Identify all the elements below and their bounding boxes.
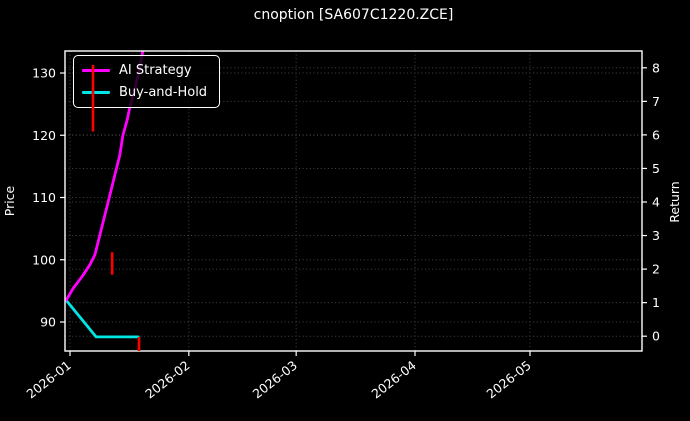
price-tick-label: 90 [40,315,56,330]
price-tick-label: 100 [32,252,56,267]
legend-swatch-buy-and-hold [82,91,110,94]
date-tick-label: 2026-04 [368,358,418,402]
price-tick-label: 130 [32,66,56,81]
return-tick-label: 1 [652,295,660,310]
return-axis-label: Return [667,181,682,222]
plot-border [64,50,643,352]
chart-title: cnoption [SA607C1220.ZCE] [253,7,454,23]
legend-swatch-ai-strategy [82,69,110,72]
price-tick-label: 120 [32,128,56,143]
date-tick-label: 2026-03 [250,358,300,402]
return-tick-label: 3 [652,228,660,243]
return-tick-label: 8 [652,60,660,75]
legend: AI Strategy Buy-and-Hold [73,55,221,108]
gridlines [65,51,642,351]
legend-label: Buy-and-Hold [119,85,208,100]
legend-label: AI Strategy [119,63,192,78]
return-tick-label: 0 [652,329,660,344]
date-tick-label: 2026-02 [142,358,192,402]
return-tick-label: 6 [652,127,660,142]
return-tick-label: 2 [652,262,660,277]
price-tick-label: 110 [32,190,56,205]
legend-row: AI Strategy [82,62,207,79]
return-tick-label: 5 [652,161,660,176]
legend-row: Buy-and-Hold [82,84,207,101]
buy-and-hold-line [65,298,140,339]
return-tick-label: 7 [652,94,660,109]
date-tick-label: 2026-01 [23,358,73,402]
return-tick-label: 4 [652,195,660,210]
date-tick-label: 2026-05 [483,358,533,402]
price-axis-label: Price [2,185,17,216]
